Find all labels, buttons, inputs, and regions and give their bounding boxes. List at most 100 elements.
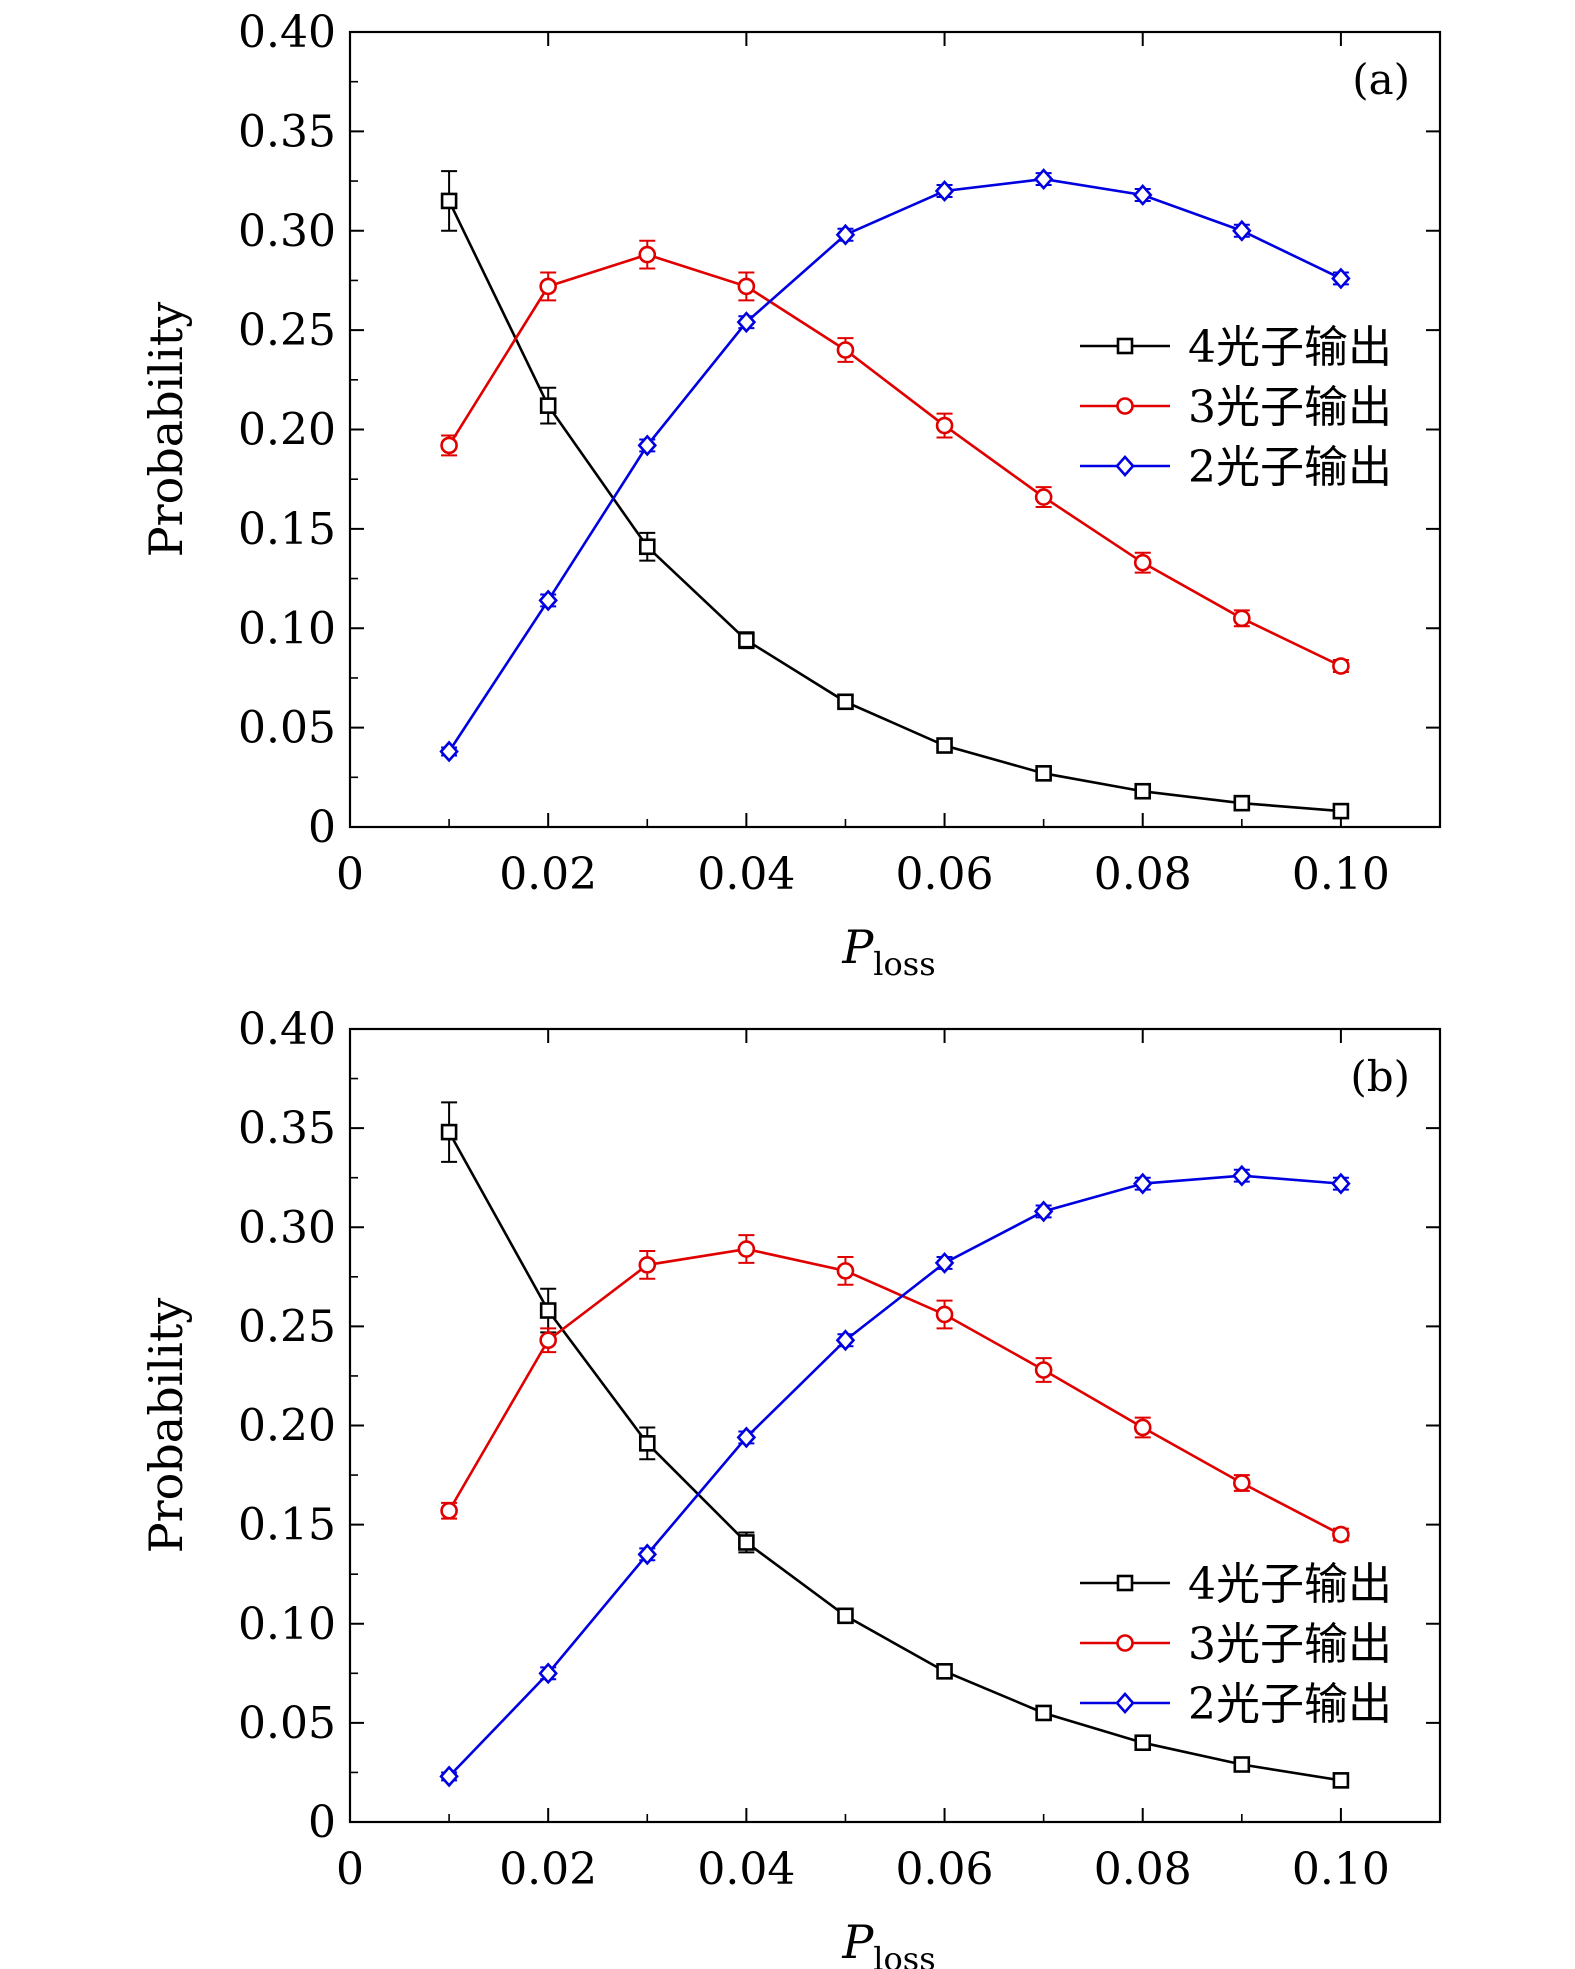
data-point: [1132, 1172, 1153, 1195]
series-line: [447, 200, 1342, 813]
y-tick-label: 0.20: [238, 405, 336, 456]
series-line: [447, 1247, 1342, 1536]
y-tick-label: 0.05: [238, 1698, 336, 1749]
data-point: [440, 1501, 458, 1520]
x-tick-label: 0.02: [499, 1844, 597, 1895]
y-tick-label: 0.40: [238, 7, 336, 58]
legend-label: 2光子输出: [1188, 1679, 1392, 1730]
x-axis-title: Ploss: [841, 1915, 935, 1969]
data-point: [738, 631, 755, 649]
data-point: [1332, 657, 1350, 675]
x-tick-label: 0.08: [1094, 1844, 1192, 1895]
data-point: [1331, 1172, 1351, 1195]
series-0: [440, 1101, 1350, 1789]
legend-marker: [1116, 1634, 1134, 1652]
legend: 4光子输出 3光子输出 2光子输出: [1080, 1559, 1392, 1730]
y-tick-label: 0.35: [238, 106, 336, 157]
panel-label: (b): [1350, 1052, 1410, 1101]
legend-marker: [1116, 397, 1134, 415]
series-1: [440, 1234, 1350, 1544]
data-point: [1331, 267, 1351, 290]
data-point: [1034, 1361, 1053, 1379]
data-point: [936, 1663, 953, 1680]
data-point: [638, 1435, 656, 1452]
legend-label: 3光子输出: [1188, 1619, 1392, 1670]
panel-label: (a): [1352, 55, 1410, 104]
data-point: [1035, 765, 1052, 782]
series-line: [448, 177, 1342, 753]
x-tick-label: 0.04: [697, 1844, 795, 1895]
data-point: [934, 1251, 955, 1274]
data-point: [440, 436, 458, 455]
data-point: [1332, 1772, 1350, 1789]
data-point: [637, 1543, 658, 1566]
legend-label: 2光子输出: [1188, 442, 1392, 493]
chart-panel-a: 0 0.02 0.04 0.06 0.08 0.10 0 0.05 0.10 0.15 0.20 0.…: [139, 7, 1442, 983]
data-point: [539, 397, 557, 414]
data-point: [440, 192, 458, 210]
legend-marker: [1115, 1692, 1135, 1714]
data-point: [638, 1256, 657, 1274]
y-tick-label: 0.10: [238, 1599, 336, 1650]
data-point: [637, 434, 658, 457]
y-tick-label: 0.15: [238, 504, 336, 555]
data-point: [439, 1765, 459, 1788]
series-2: [439, 168, 1351, 763]
y-tick-label: 0.30: [238, 1202, 336, 1253]
data-point: [1034, 488, 1053, 506]
y-tick-label: 0.25: [238, 1301, 336, 1352]
y-tick-label: 0: [308, 1797, 336, 1848]
data-point: [539, 1331, 557, 1350]
series-line: [447, 253, 1342, 668]
legend-label: 4光子输出: [1188, 322, 1392, 373]
data-point: [1035, 1704, 1052, 1722]
data-point: [538, 589, 558, 612]
x-tick-label: 0: [336, 849, 364, 900]
data-point: [1033, 168, 1054, 191]
x-tick-label: 0.06: [896, 1844, 994, 1895]
y-tick-label: 0.35: [238, 1103, 336, 1154]
y-tick-label: 0.20: [238, 1401, 336, 1452]
data-point: [1133, 1418, 1152, 1437]
legend-marker: [1115, 455, 1135, 477]
series-line: [447, 1131, 1342, 1782]
data-point: [835, 1329, 856, 1352]
y-tick-label: 0.40: [238, 1004, 336, 1055]
data-point: [1033, 1200, 1054, 1223]
data-point: [736, 311, 757, 334]
x-tick-label: 0.06: [896, 849, 994, 900]
data-point: [1134, 1734, 1152, 1751]
data-point: [936, 737, 953, 754]
x-tick-label: 0.08: [1094, 849, 1192, 900]
data-point: [1232, 219, 1252, 242]
data-point: [738, 1534, 755, 1551]
data-point: [836, 1262, 855, 1280]
x-axis-title-main: P: [841, 920, 874, 974]
y-tick-label: 0.05: [238, 703, 336, 754]
y-tick-label: 0.15: [238, 1500, 336, 1551]
x-tick-label: 0.02: [499, 849, 597, 900]
series-2: [439, 1164, 1351, 1788]
data-point: [1233, 794, 1251, 812]
y-axis-title: Probability: [139, 1298, 193, 1554]
data-point: [837, 693, 854, 711]
data-point: [835, 223, 856, 246]
data-point: [1233, 1756, 1251, 1773]
data-point: [737, 1240, 756, 1258]
y-tick-label: 0: [308, 802, 336, 853]
x-tick-label: 0.10: [1292, 849, 1390, 900]
series-0: [440, 170, 1350, 820]
legend-label: 4光子输出: [1188, 1559, 1392, 1610]
x-tick-label: 0.04: [697, 849, 795, 900]
y-axis-title: Probability: [139, 302, 193, 558]
data-point: [1232, 1164, 1252, 1187]
data-point: [1332, 1525, 1350, 1544]
data-point: [539, 277, 557, 296]
series-line: [448, 1174, 1342, 1778]
x-axis-title-sub: loss: [873, 945, 935, 983]
data-point: [837, 1607, 854, 1625]
data-point: [737, 277, 756, 296]
x-axis-title-main: P: [841, 1915, 874, 1969]
data-point: [935, 1305, 954, 1324]
